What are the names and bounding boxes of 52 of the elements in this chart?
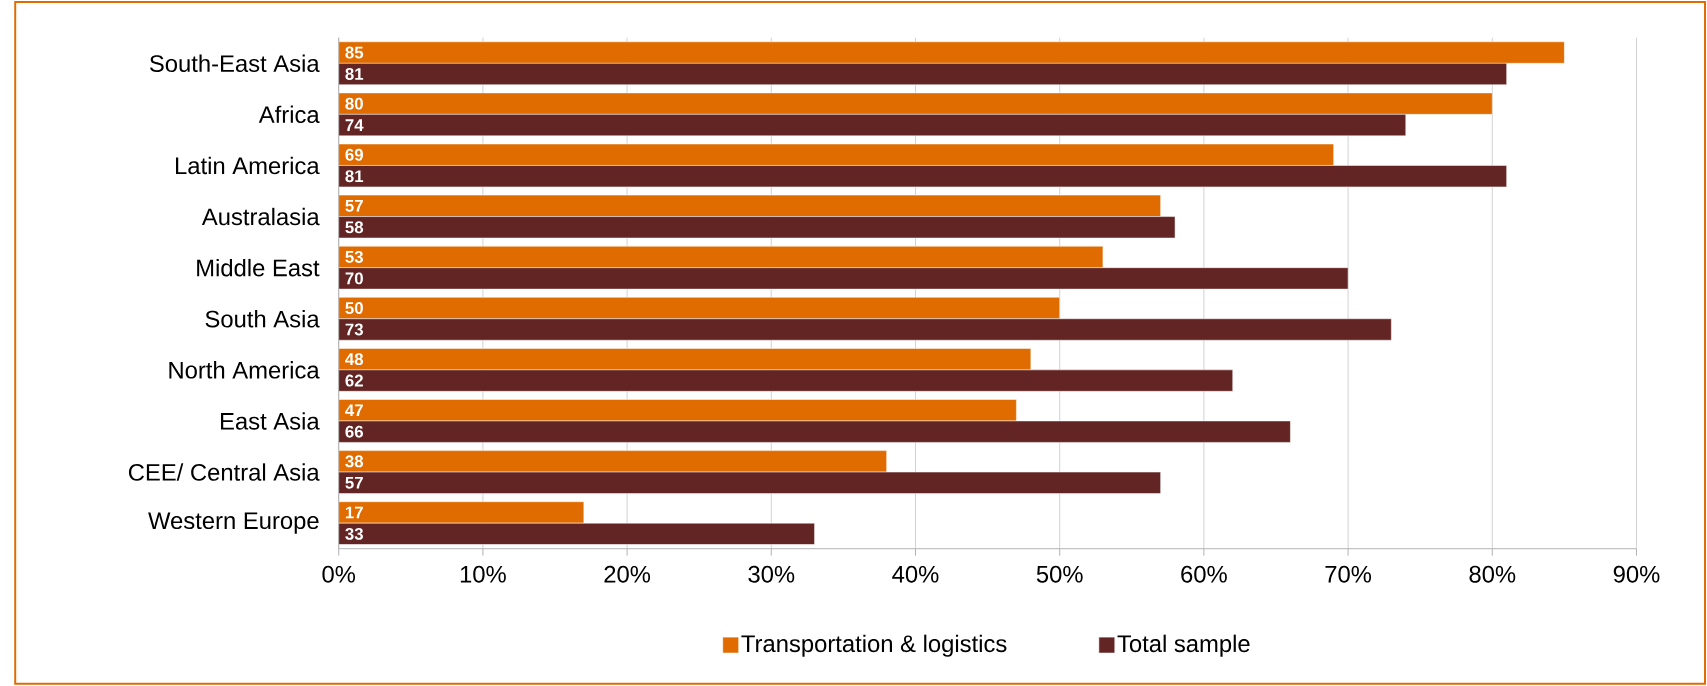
x-tick-label: 60% [1181, 565, 1227, 583]
data-label: 74 [345, 119, 364, 132]
data-label: 47 [345, 404, 363, 417]
bar [338, 471, 1161, 494]
x-tick-label: 40% [892, 565, 939, 583]
x-tick-label: 50% [1036, 565, 1083, 583]
y-tick-label: CEE/ Central Asia [128, 463, 320, 481]
data-label: 85 [345, 46, 364, 59]
x-tick-label: 10% [460, 565, 506, 583]
legend-label: Total sample [1117, 634, 1250, 658]
data-label: 66 [345, 425, 363, 438]
x-tick-label: 0% [322, 565, 356, 583]
data-label: 38 [345, 455, 364, 468]
y-tick-label: Western Europe [148, 512, 319, 535]
bar [338, 523, 815, 546]
y-tick-label: South-East Asia [149, 54, 320, 73]
x-tick-label: 20% [604, 565, 651, 583]
bar [338, 63, 1507, 86]
bar [338, 318, 1392, 341]
x-tick-label: 80% [1469, 565, 1516, 583]
data-label: 57 [345, 477, 363, 489]
data-label: 70 [345, 272, 363, 285]
bar [338, 216, 1176, 239]
y-tick-label: East Asia [221, 412, 320, 430]
data-label: 33 [345, 528, 363, 541]
x-tick-label: 90% [1613, 565, 1660, 583]
bar [338, 420, 1291, 443]
bar [338, 267, 1349, 290]
y-tick-label: South Asia [205, 310, 320, 328]
y-tick-label: Africa [258, 105, 320, 124]
y-tick-label: North America [169, 361, 320, 379]
x-tick-label: 30% [748, 565, 795, 583]
data-label: 17 [345, 506, 363, 519]
bar [338, 369, 1233, 392]
data-label: 53 [345, 251, 363, 264]
y-tick-label: Latin America [176, 156, 320, 175]
data-label: 80 [345, 97, 363, 110]
data-label: 81 [345, 68, 364, 81]
y-tick-label: Australasia [201, 207, 320, 226]
bar [338, 165, 1507, 188]
data-label: 50 [345, 302, 363, 315]
data-label: 48 [345, 353, 364, 366]
data-label: 69 [345, 148, 363, 161]
data-label: 81 [345, 170, 364, 183]
data-label: 57 [345, 200, 363, 212]
y-tick-label: Middle East [197, 259, 320, 277]
legend-label: Transportation & logistics [741, 634, 1007, 658]
bar [338, 114, 1407, 137]
data-label: 73 [345, 323, 363, 336]
data-label: 58 [345, 221, 364, 234]
data-label: 62 [345, 374, 363, 387]
x-tick-label: 70% [1325, 565, 1372, 583]
